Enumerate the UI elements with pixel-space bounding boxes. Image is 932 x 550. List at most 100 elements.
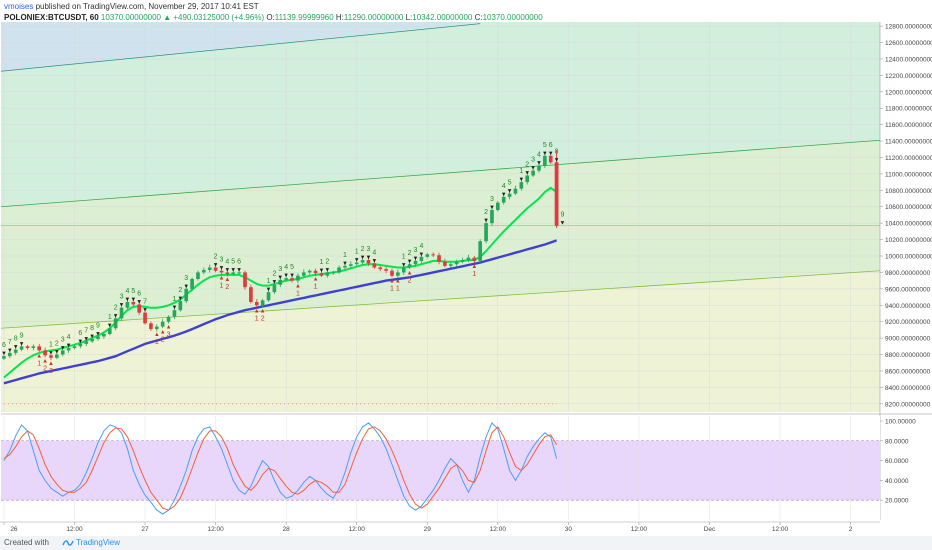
bull-candle	[178, 301, 183, 311]
chart-header: vmoises published on TradingView.com, No…	[0, 0, 880, 24]
td-count-above: 9	[96, 322, 100, 329]
td-count-above: 2	[214, 253, 218, 260]
time-tick-label: 12:00	[66, 526, 83, 533]
price-tick-label: 8400.00000000	[885, 385, 931, 392]
td-count-below: 1	[396, 286, 400, 293]
td-marker-down-icon: ▼	[1, 351, 7, 357]
time-tick-label: 29	[424, 526, 432, 533]
bull-candle	[448, 264, 453, 266]
last-price: 10370.00000000	[100, 13, 161, 22]
bull-candle	[125, 301, 130, 308]
td-marker-up-icon: ▲	[471, 264, 477, 270]
td-count-above: 3	[184, 275, 188, 282]
td-marker-down-icon: ▼	[89, 334, 95, 340]
price-tick-label: 10400.00000000	[885, 221, 932, 228]
td-marker-up-icon: ▲	[219, 275, 225, 281]
stochastic-axis: 100.00000 80.0000 60.0000 40.0000 20.0000	[880, 418, 916, 505]
td-marker-down-icon: ▼	[289, 273, 295, 279]
price-axis[interactable]: 12800.00000000 12600.00000000 12400.000000…	[879, 22, 932, 520]
stoch-tick-label: 100.00000	[885, 418, 916, 425]
td-marker-down-icon: ▼	[354, 258, 360, 264]
td-marker-down-icon: ▼	[271, 280, 277, 286]
bull-candle	[184, 288, 189, 302]
bear-candle	[384, 269, 388, 271]
stoch-tick-label: 80.0000	[885, 438, 909, 445]
trading-chart[interactable]: 6▼7▼8▼9▼ 1▼2▼3▼4▼6▼7▼8▼9▼1▼2▼3▼4▼5▼6▼ 7▼1▼…	[0, 0, 932, 536]
td-count-above: 6	[2, 342, 6, 349]
bear-candle	[43, 350, 47, 356]
td-count-above: 3	[414, 247, 418, 254]
price-tick-label: 11800.00000000	[885, 106, 932, 113]
time-tick-label: 2	[849, 526, 853, 533]
td-marker-down-icon: ▼	[507, 189, 513, 195]
bull-candle	[496, 202, 500, 211]
price-tick-label: 11400.00000000	[885, 139, 932, 146]
td-count-above: 1	[402, 253, 406, 260]
td-count-above: 1	[267, 278, 271, 285]
bull-candle	[501, 196, 506, 203]
low-label: L:	[405, 13, 413, 22]
td-marker-down-icon: ▼	[124, 297, 130, 303]
chart-panes	[1, 22, 880, 412]
td-count-above: 1	[172, 296, 176, 303]
td-count-above: 2	[361, 246, 365, 253]
stoch-tick-label: 40.0000	[885, 478, 909, 485]
bear-candle	[290, 278, 294, 281]
stoch-tick-label: 60.0000	[885, 458, 909, 465]
author-link[interactable]: vmoises	[4, 2, 34, 11]
bull-candle	[337, 267, 341, 273]
published-text: published on TradingView.com, November 2…	[35, 2, 259, 11]
symbol-line: POLONIEX:BTCUSDT, 60 10370.00000000 ▲ +4…	[4, 13, 543, 22]
tradingview-brand-link[interactable]: TradingView	[76, 538, 121, 547]
bear-candle	[219, 270, 224, 273]
time-axis[interactable]: 26 12:00 27 12:00 28 12:00 29 12:00 30 12:00 Dec 12…	[0, 521, 880, 533]
td-marker-down-icon: ▼	[501, 192, 507, 198]
bear-candle	[554, 162, 559, 226]
td-marker-down-icon: ▼	[60, 345, 66, 351]
td-count-above: 3	[61, 336, 65, 343]
td-marker-down-icon: ▼	[542, 151, 548, 157]
bear-candle	[137, 304, 141, 313]
td-marker-down-icon: ▼	[142, 308, 148, 314]
td-count-above: 1	[49, 341, 53, 348]
td-marker-down-icon: ▼	[66, 343, 72, 349]
td-count-above: 1	[343, 252, 347, 259]
bull-candle	[19, 346, 24, 350]
channel-line-1	[0, 23, 481, 72]
td-count-above: 3	[490, 196, 494, 203]
bear-candle	[254, 301, 259, 306]
created-with-text: Created with	[4, 538, 49, 547]
td-marker-up-icon: ▲	[407, 271, 413, 277]
td-marker-down-icon: ▼	[524, 171, 530, 177]
bull-candle	[13, 349, 18, 353]
bear-candle	[249, 287, 253, 302]
td-marker-down-icon: ▼	[266, 287, 272, 293]
td-marker-down-icon: ▼	[19, 341, 25, 347]
td-count-above: 2	[114, 304, 118, 311]
price-grid	[1, 22, 880, 412]
td-marker-up-icon: ▲	[254, 308, 260, 314]
channel-lines	[0, 23, 881, 405]
td-marker-up-icon: ▲	[389, 279, 395, 285]
td-marker-down-icon: ▼	[171, 305, 177, 311]
bear-candle	[37, 346, 42, 351]
td-marker-up-icon: ▲	[260, 308, 266, 314]
bull-candle	[160, 321, 165, 327]
bull-candle	[296, 275, 300, 281]
td-count-below: 2	[408, 278, 412, 285]
bull-candle	[325, 272, 330, 276]
bull-candle	[72, 346, 77, 348]
channel-line-3	[0, 270, 881, 329]
td-count-above: 5	[290, 264, 294, 271]
bull-candle	[113, 318, 118, 329]
bear-candle	[131, 301, 136, 305]
bull-candle	[84, 341, 89, 344]
td-count-above: 6	[78, 330, 82, 337]
td-marker-down-icon: ▼	[548, 151, 554, 157]
price-tick-label: 12600.00000000	[885, 40, 932, 47]
bull-candle	[78, 343, 83, 347]
td-count-above: 3	[120, 294, 124, 301]
bull-candle	[413, 260, 418, 265]
upper-channel-zone	[1, 22, 880, 207]
price-tick-label: 11200.00000000	[885, 155, 932, 162]
